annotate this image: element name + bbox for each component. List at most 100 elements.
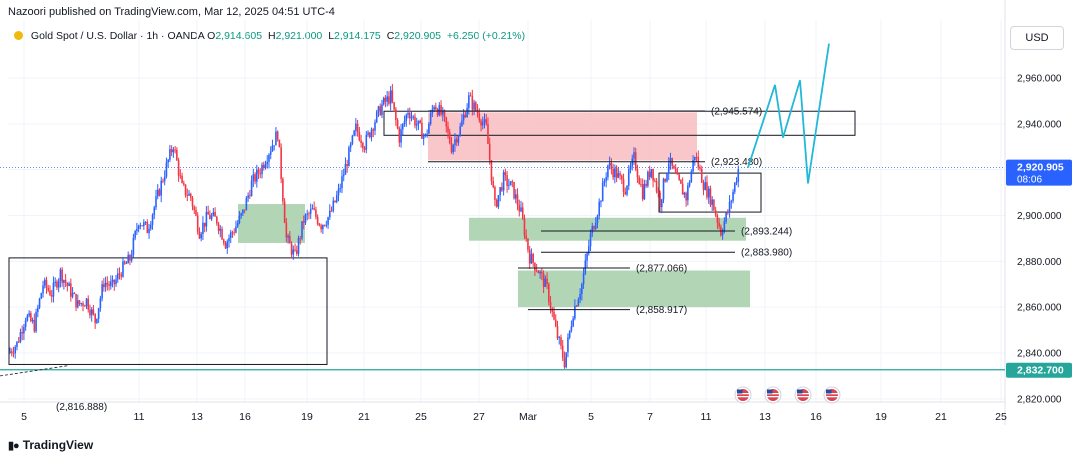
- range-box: [8, 257, 328, 365]
- candle-body: [99, 298, 102, 309]
- candle-body: [207, 211, 209, 215]
- candle-body: [520, 207, 522, 212]
- candle-body: [236, 222, 239, 227]
- candle-body: [690, 171, 693, 183]
- candle-body: [334, 200, 336, 202]
- us-flag-event-icon[interactable]: [764, 386, 782, 404]
- candle-body: [473, 102, 475, 110]
- currency-button[interactable]: USD: [1010, 26, 1064, 50]
- candle-body: [315, 209, 317, 217]
- candle-body: [222, 239, 225, 244]
- candle-body: [372, 129, 375, 131]
- us-flag-event-icon[interactable]: [823, 386, 841, 404]
- candle-body: [654, 180, 656, 182]
- candle-body: [466, 107, 468, 118]
- candle-body: [242, 209, 244, 214]
- candle-body: [636, 169, 639, 178]
- candle-body: [572, 318, 574, 327]
- candle-body: [231, 232, 234, 234]
- support-price-tag: [1006, 362, 1072, 378]
- candle-body: [290, 243, 293, 255]
- candle-body: [539, 271, 541, 274]
- candle-body: [435, 106, 437, 110]
- low-label: L: [328, 30, 335, 42]
- candle-body: [457, 135, 460, 143]
- candle-body: [160, 180, 163, 196]
- candle-body: [179, 175, 182, 177]
- candle-body: [582, 273, 585, 285]
- candle-body: [438, 105, 441, 116]
- candle-body: [351, 135, 354, 144]
- candle-body: [108, 284, 110, 286]
- candle-body: [245, 198, 248, 211]
- candle-body: [19, 332, 22, 342]
- candle-body: [535, 270, 538, 272]
- candle-body: [707, 188, 710, 198]
- candle-body: [627, 169, 630, 186]
- candle-body: [499, 187, 501, 196]
- candle-body: [256, 169, 258, 182]
- candle-body: [249, 195, 251, 197]
- candle-body: [301, 221, 303, 239]
- candle-body: [398, 128, 401, 143]
- candle-body: [243, 209, 246, 211]
- x-tick-label: 5: [588, 411, 594, 423]
- candle-body: [607, 165, 609, 178]
- candle-body: [240, 213, 242, 216]
- candle-body: [212, 212, 215, 216]
- candle-body: [90, 309, 93, 316]
- x-tick-label: 19: [875, 411, 887, 423]
- candle-body: [395, 109, 397, 120]
- flag-stripe: [826, 396, 838, 398]
- x-tick-label: 21: [935, 411, 947, 423]
- candle-body: [570, 326, 573, 331]
- symbol-header: Gold Spot / U.S. Dollar · 1h · OANDA O2,…: [14, 30, 528, 42]
- change-value: +6.250 (+0.21%): [446, 30, 526, 42]
- candle-body: [546, 278, 548, 284]
- candle-body: [711, 199, 713, 205]
- candle-body: [680, 179, 682, 184]
- candle-body: [610, 163, 613, 170]
- candle-body: [537, 271, 540, 274]
- candle-body: [518, 205, 521, 212]
- candle-body: [549, 301, 552, 309]
- candle-body: [666, 173, 668, 182]
- candle-body: [214, 212, 216, 217]
- candle-body: [120, 274, 123, 277]
- candle-body: [384, 97, 387, 102]
- y-tick-label: 2,840.000: [1017, 349, 1062, 360]
- x-tick-label: 11: [134, 411, 145, 423]
- candle-body: [358, 132, 361, 141]
- candle-body: [593, 226, 595, 230]
- candle-body: [393, 102, 395, 110]
- candle-body: [568, 330, 571, 338]
- candle-body: [299, 237, 302, 239]
- candle-body: [407, 112, 409, 115]
- candle-body: [37, 307, 39, 312]
- brand[interactable]: ▮● TradingView: [8, 438, 93, 452]
- candle-body: [655, 180, 658, 192]
- us-flag-event-icon[interactable]: [734, 386, 752, 404]
- candle-body: [621, 175, 623, 180]
- y-tick-label: 2,940.000: [1017, 119, 1062, 130]
- candle-body: [219, 228, 222, 231]
- us-flag-event-icon[interactable]: [794, 386, 812, 404]
- candle-body: [137, 225, 140, 230]
- candle-body: [344, 164, 347, 175]
- candle-body: [127, 255, 129, 264]
- flag-stripe: [767, 393, 779, 395]
- candle-body: [589, 233, 592, 247]
- candle-body: [313, 208, 315, 210]
- x-tick-label: 11: [701, 411, 712, 423]
- candle-body: [709, 188, 712, 205]
- flag-canton: [767, 389, 773, 394]
- candle-body: [162, 180, 164, 182]
- candle-body: [447, 126, 449, 133]
- x-tick-label: 27: [473, 411, 485, 423]
- candle-body: [329, 210, 331, 218]
- flag-stripe: [826, 393, 838, 395]
- candle-body: [80, 303, 83, 305]
- candle-body: [184, 184, 187, 196]
- candle-body: [176, 149, 178, 161]
